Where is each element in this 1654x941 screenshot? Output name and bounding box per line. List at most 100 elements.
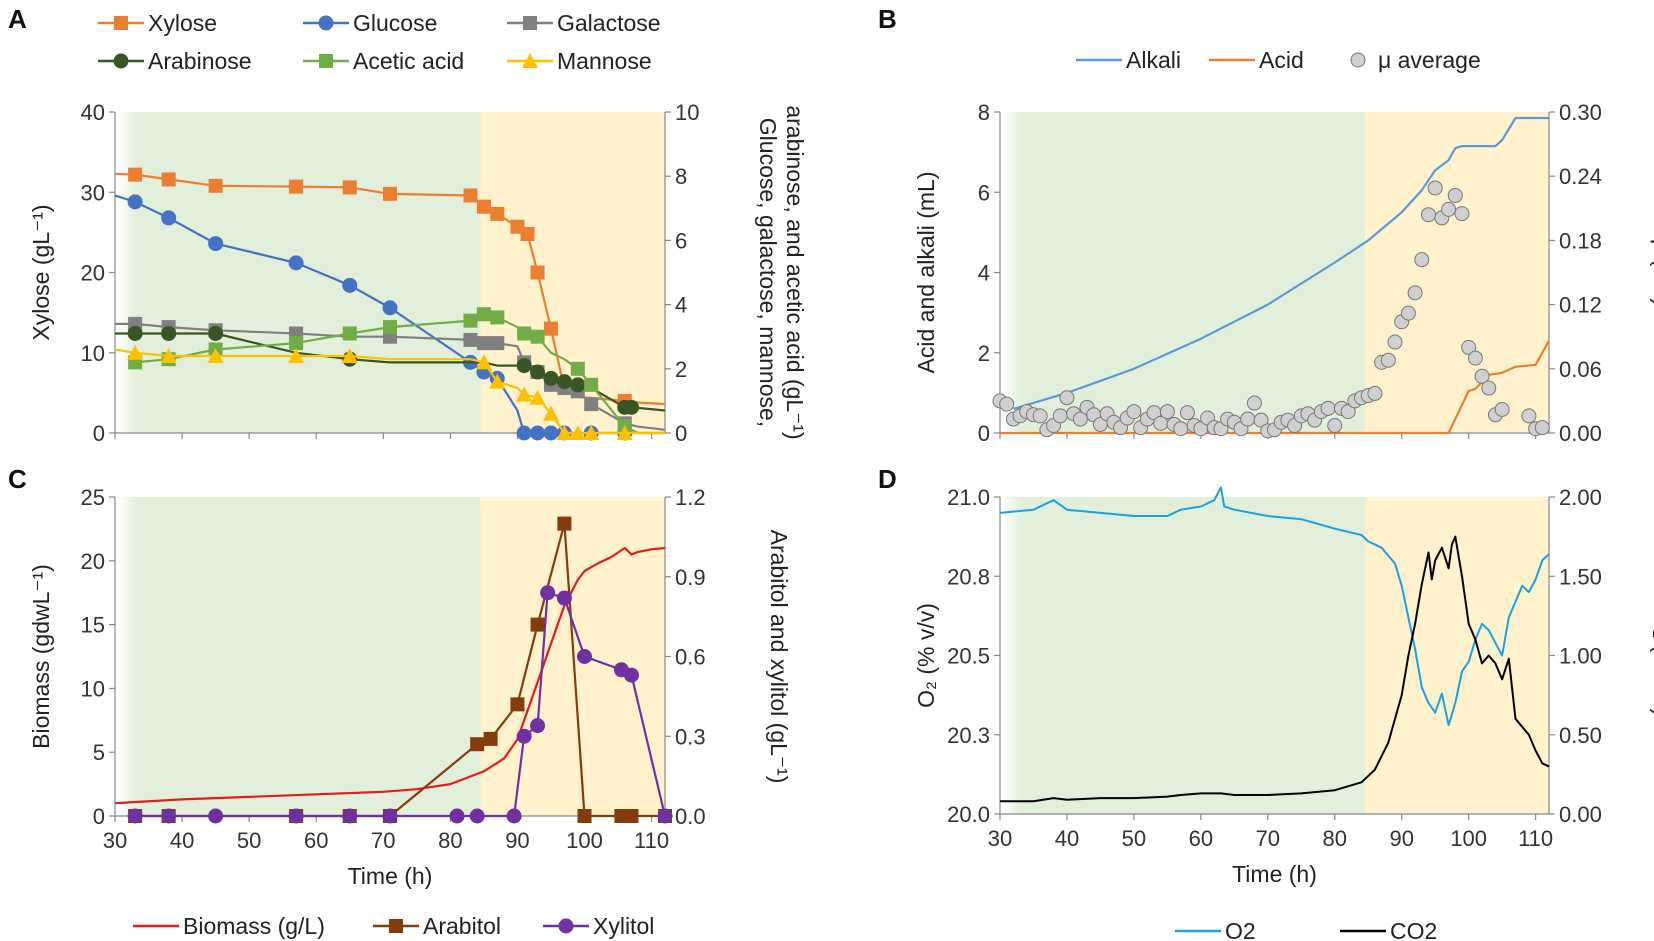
- point-average: [1072, 411, 1088, 427]
- point-arabinose: [543, 370, 559, 386]
- point-mannose: [475, 354, 492, 370]
- panel-label-c: C: [8, 464, 27, 494]
- y-axis-label: Acid and alkali (mL): [913, 172, 939, 374]
- x-tick-label: 80: [1323, 826, 1347, 851]
- x-tick-label: 60: [1189, 826, 1213, 851]
- point-mannose: [160, 347, 177, 363]
- y-tick-label: 10: [81, 341, 105, 366]
- point-average: [1340, 404, 1356, 420]
- point-average: [1327, 418, 1343, 434]
- legend-marker: [114, 16, 128, 30]
- point-acetic-acid: [490, 310, 505, 325]
- phase-batch-bg: [135, 497, 481, 816]
- x-tick-label: 100: [566, 828, 603, 853]
- legend-c: Biomass (g/L) Arabitol Xylitol: [133, 913, 654, 939]
- y2-tick-label: 0.9: [675, 565, 706, 590]
- point-xylitol: [540, 585, 556, 601]
- legend-label: Acid: [1259, 47, 1304, 73]
- y2-tick-label: 0.12: [1559, 293, 1602, 318]
- phase-fade: [119, 497, 136, 816]
- legend-label: O2: [1225, 918, 1256, 941]
- point-mannose: [341, 347, 358, 363]
- y2-tick-label: 8: [675, 164, 687, 189]
- point-average: [1494, 401, 1510, 417]
- point-average: [1407, 285, 1423, 301]
- y-tick-label: 20.5: [947, 644, 990, 669]
- phase-fade: [119, 112, 136, 433]
- point-galactose: [476, 336, 491, 351]
- point-average: [1400, 305, 1416, 321]
- y2-axis-label: Arabitol and xylitol (gL⁻¹): [766, 530, 792, 784]
- point-galactose: [490, 336, 505, 351]
- legend-label: Acetic acid: [353, 48, 464, 74]
- legend-a: Xylose Glucose Galactose Arabinose Acetic ac…: [98, 10, 661, 74]
- x-tick-label: 70: [371, 828, 395, 853]
- point-xylitol: [469, 808, 485, 824]
- legend-marker: [558, 918, 574, 934]
- point-glucose: [543, 425, 559, 441]
- point-arabinose: [623, 399, 639, 415]
- point-mannose: [288, 347, 305, 363]
- x-tick-label: 30: [103, 828, 127, 853]
- legend-label: Galactose: [557, 10, 661, 36]
- y-tick-label: 30: [81, 180, 105, 205]
- x-tick-label: 40: [170, 828, 194, 853]
- series-group: [114, 167, 666, 441]
- y2-tick-label: 0.30: [1559, 100, 1602, 125]
- y-tick-label: 25: [81, 485, 105, 510]
- legend-item-arabinose: Arabinose: [98, 48, 252, 74]
- legend-label: Arabinose: [148, 48, 252, 74]
- point-mannose: [489, 373, 506, 389]
- y2-tick-label: 0.6: [675, 645, 706, 670]
- point-average: [1427, 180, 1443, 196]
- point-acetic-acid: [342, 326, 357, 341]
- y-tick-label: 20: [81, 549, 105, 574]
- point-mannose: [127, 344, 144, 360]
- x-tick-label: 110: [634, 828, 669, 853]
- point-average: [1240, 411, 1256, 427]
- point-xylitol: [506, 808, 522, 824]
- point-arabitol: [530, 617, 545, 632]
- legend-marker: [522, 53, 538, 68]
- y2-tick-label: 0.06: [1559, 357, 1602, 382]
- y2-tick-label: 6: [675, 228, 687, 253]
- x-tick-label: 60: [304, 828, 328, 853]
- point-acetic-acid: [383, 320, 397, 335]
- point-arabitol: [510, 697, 525, 712]
- y-axis-label: O₂ (% v/v): [913, 603, 939, 708]
- point-glucose: [516, 425, 532, 441]
- legend-item-xylitol: Xylitol: [543, 913, 654, 939]
- y-tick-label: 8: [978, 100, 990, 125]
- y-tick-label: 15: [81, 613, 105, 638]
- legend-label: CO2: [1390, 918, 1437, 941]
- y2-tick-label: 1.50: [1559, 564, 1602, 589]
- series-group: [114, 516, 673, 824]
- legend-item-galactose: Galactose: [507, 10, 661, 36]
- point-xylose: [128, 167, 143, 182]
- legend-item-average: μ average: [1350, 47, 1481, 73]
- point-xylitol: [449, 808, 465, 824]
- point-average: [1441, 201, 1457, 217]
- legend-marker: [318, 15, 334, 31]
- y2-tick-label: 1.2: [675, 485, 706, 510]
- line-alkali: [1013, 116, 1549, 410]
- point-xylitol: [657, 808, 673, 824]
- point-xylitol: [556, 590, 572, 606]
- point-mannose: [569, 425, 586, 440]
- y-tick-label: 6: [978, 180, 990, 205]
- y-tick-label: 2: [978, 341, 990, 366]
- point-galactose: [584, 397, 599, 412]
- panel-label-b: B: [878, 4, 897, 34]
- point-xylose: [543, 321, 558, 336]
- y2-tick-label: 0.00: [1559, 421, 1602, 446]
- x-tick-label: 90: [1389, 826, 1413, 851]
- point-average: [1414, 252, 1430, 268]
- y2-tick-label: 0.0: [675, 804, 706, 829]
- point-arabinose: [556, 374, 572, 390]
- point-average: [1179, 405, 1195, 421]
- chart-panel-d: 20.0 20.3 20.5 20.8 21.0 0.00 0.50 1.00 1.50 2.00…: [913, 485, 1654, 941]
- y2-tick-label: 4: [675, 293, 687, 318]
- point-xylose: [520, 226, 535, 241]
- phase-feed-bg: [1364, 112, 1549, 433]
- x-tick-label: 70: [1256, 826, 1280, 851]
